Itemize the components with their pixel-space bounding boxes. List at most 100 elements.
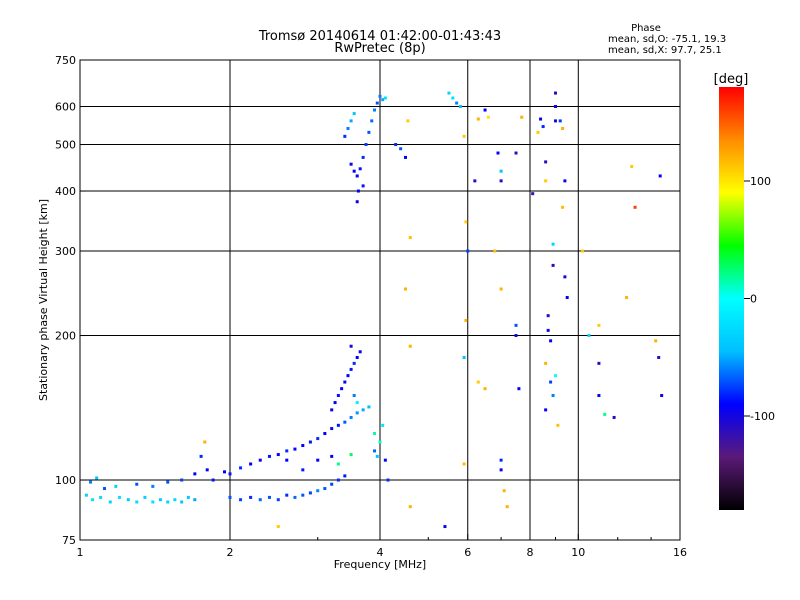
data-point (553, 91, 557, 95)
data-point (151, 484, 155, 488)
data-point (239, 466, 243, 470)
data-point (546, 314, 550, 318)
data-point (514, 334, 518, 338)
y-tick-label: 750 (55, 54, 76, 67)
data-point (581, 249, 585, 253)
data-point (180, 478, 184, 482)
data-point (108, 500, 112, 504)
data-point (553, 119, 557, 123)
colorbar-tick-label: 0 (750, 293, 757, 306)
data-point (95, 476, 99, 480)
data-point (625, 296, 629, 300)
data-point (654, 339, 658, 343)
data-point (349, 162, 353, 166)
data-point (399, 147, 403, 151)
y-axis-label: Stationary phase Virtual Height [km] (37, 199, 50, 401)
data-point (383, 96, 387, 100)
data-point (455, 101, 459, 105)
data-point (364, 143, 368, 147)
data-point (499, 458, 503, 462)
data-point (551, 242, 555, 246)
y-axis-ticks: 75 100 200 300 400 500 600 750 (55, 54, 86, 547)
colorbar-unit: [deg] (714, 72, 749, 87)
data-point (464, 220, 468, 224)
data-point (375, 454, 379, 458)
data-point (330, 408, 334, 412)
data-point (597, 323, 601, 327)
data-point (612, 415, 616, 419)
data-point (633, 205, 637, 209)
colorbar-tick-label: -100 (750, 410, 775, 423)
data-point (660, 394, 664, 398)
data-point (473, 179, 477, 183)
data-point (336, 462, 340, 466)
data-point (476, 380, 480, 384)
data-point (383, 458, 387, 462)
data-point (336, 394, 340, 398)
data-point (553, 105, 557, 109)
x-axis-ticks: 1 2 4 6 8 10 16 (77, 534, 687, 559)
data-point (186, 495, 190, 499)
data-point (126, 498, 130, 502)
data-point (166, 500, 170, 504)
data-point (375, 101, 379, 105)
data-point (443, 525, 447, 529)
data-point (349, 344, 353, 348)
data-point (381, 98, 385, 102)
x-axis-label: Frequency [MHz] (334, 558, 426, 571)
data-point (193, 498, 197, 502)
data-point (346, 374, 350, 378)
data-point (180, 500, 184, 504)
y-tick-label: 75 (62, 534, 76, 547)
data-point (99, 495, 103, 499)
data-point (531, 192, 535, 196)
data-point (496, 151, 500, 155)
data-point (343, 474, 347, 478)
data-point (89, 480, 93, 484)
data-point (276, 498, 280, 502)
data-point (551, 263, 555, 267)
data-point (597, 361, 601, 365)
data-point (367, 130, 371, 134)
data-point (308, 440, 312, 444)
data-point (558, 119, 562, 123)
data-point (361, 155, 365, 159)
data-point (499, 287, 503, 291)
data-point (381, 423, 385, 427)
data-point (462, 134, 466, 138)
data-point (293, 495, 297, 499)
phase-label: Phase (631, 23, 661, 34)
data-point (336, 423, 340, 427)
data-points (84, 91, 664, 529)
data-point (603, 412, 607, 416)
data-point (355, 355, 359, 359)
data-point (135, 482, 139, 486)
data-point (499, 179, 503, 183)
data-point (308, 491, 312, 495)
x-tick-label: 16 (673, 546, 687, 559)
data-point (349, 119, 353, 123)
data-point (267, 454, 271, 458)
data-point (84, 493, 88, 497)
data-point (330, 427, 334, 431)
y-tick-label: 100 (55, 474, 76, 487)
data-point (483, 108, 487, 112)
data-point (258, 498, 262, 502)
data-point (223, 470, 227, 474)
x-tick-label: 4 (377, 546, 384, 559)
data-point (466, 249, 470, 253)
chart-title: Tromsø 20140614 01:42:00-01:43:43 (258, 29, 501, 44)
data-point (239, 498, 243, 502)
data-point (228, 495, 232, 499)
data-point (117, 495, 121, 499)
data-point (408, 344, 412, 348)
data-point (539, 117, 543, 121)
x-tick-label: 8 (527, 546, 534, 559)
data-point (502, 489, 506, 493)
colorbar-tick-label: 100 (750, 175, 771, 188)
data-point (316, 489, 320, 493)
data-point (546, 328, 550, 332)
data-point (193, 472, 197, 476)
data-point (367, 405, 371, 409)
data-point (349, 367, 353, 371)
